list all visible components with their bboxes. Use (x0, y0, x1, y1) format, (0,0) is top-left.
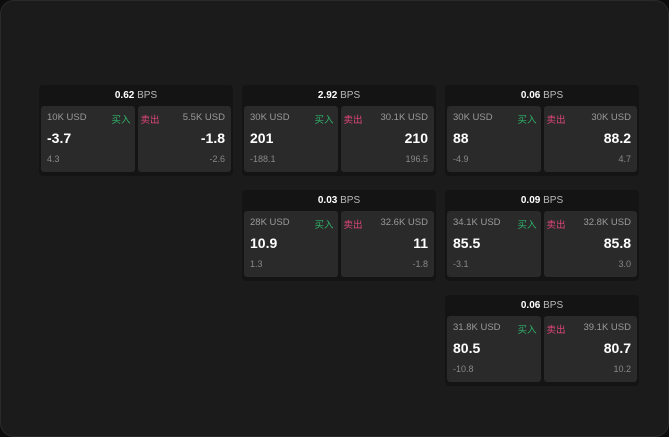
spread-value: 0.03 (317, 195, 338, 206)
buy-size: 30K USD (250, 112, 290, 123)
sell-price: 80.7 (603, 340, 631, 356)
spread-value: 0.06 (520, 300, 541, 311)
sell-label: 卖出 (546, 115, 566, 126)
spread-unit: BPS (137, 90, 158, 101)
spread-header: 0.03 BPS (242, 190, 436, 211)
sell-label: 卖出 (343, 220, 363, 231)
buy-price: 201 (250, 130, 274, 146)
buy-label: 买入 (517, 115, 537, 126)
sell-change: 10.2 (613, 364, 631, 374)
buy-quote[interactable]: 34.1K USD 买入 85.5 -3.1 (447, 211, 541, 277)
quote-card: 0.03 BPS 28K USD 买入 10.9 1.3 卖出 32.6K USD 11 -… (242, 190, 436, 281)
buy-quote[interactable]: 30K USD 买入 88 -4.9 (447, 106, 541, 172)
buy-change: -10.8 (453, 364, 474, 374)
quote-card: 0.62 BPS 10K USD 买入 -3.7 4.3 卖出 5.5K USD -1.8… (39, 85, 233, 176)
sell-quote[interactable]: 卖出 32.8K USD 85.8 3.0 (543, 211, 637, 277)
sell-size: 30K USD (591, 112, 631, 123)
sell-label: 卖出 (140, 115, 160, 126)
sell-size: 32.8K USD (583, 217, 631, 228)
buy-size: 10K USD (47, 112, 87, 123)
spread-unit: BPS (543, 90, 564, 101)
sell-price: 88.2 (603, 130, 631, 146)
sell-quote[interactable]: 卖出 30.1K USD 210 196.5 (340, 106, 434, 172)
sell-change: 4.7 (618, 154, 631, 164)
spread-unit: BPS (543, 195, 564, 206)
buy-change: 1.3 (250, 259, 263, 269)
buy-label: 买入 (314, 220, 334, 231)
sell-price: 85.8 (603, 235, 631, 251)
buy-size: 34.1K USD (453, 217, 501, 228)
spread-unit: BPS (543, 300, 564, 311)
quote-card: 0.06 BPS 31.8K USD 买入 80.5 -10.8 卖出 39.1K US… (445, 295, 639, 386)
buy-price: -3.7 (47, 130, 72, 146)
buy-price: 10.9 (250, 235, 278, 251)
spread-value: 0.09 (520, 195, 541, 206)
buy-label: 买入 (111, 115, 131, 126)
sell-quote[interactable]: 卖出 32.6K USD 11 -1.8 (340, 211, 434, 277)
buy-quote[interactable]: 31.8K USD 买入 80.5 -10.8 (447, 316, 541, 382)
buy-size: 30K USD (453, 112, 493, 123)
spread-value: 0.06 (520, 90, 541, 101)
sell-label: 卖出 (546, 220, 566, 231)
sell-price: 11 (413, 235, 428, 251)
buy-change: -3.1 (453, 259, 469, 269)
buy-price: 85.5 (453, 235, 481, 251)
buy-price: 80.5 (453, 340, 481, 356)
quote-card: 0.09 BPS 34.1K USD 买入 85.5 -3.1 卖出 32.8K USD… (445, 190, 639, 281)
sell-quote[interactable]: 卖出 5.5K USD -1.8 -2.6 (137, 106, 231, 172)
buy-label: 买入 (517, 325, 537, 336)
sell-price: -1.8 (200, 130, 225, 146)
spread-header: 2.92 BPS (242, 85, 436, 106)
sell-quote[interactable]: 卖出 39.1K USD 80.7 10.2 (543, 316, 637, 382)
buy-quote[interactable]: 28K USD 买入 10.9 1.3 (244, 211, 338, 277)
sell-change: -2.6 (209, 154, 225, 164)
sell-change: -1.8 (412, 259, 428, 269)
buy-change: -4.9 (453, 154, 469, 164)
buy-quote[interactable]: 10K USD 买入 -3.7 4.3 (41, 106, 135, 172)
buy-size: 28K USD (250, 217, 290, 228)
sell-change: 196.5 (405, 154, 428, 164)
spread-header: 0.09 BPS (445, 190, 639, 211)
buy-change: -188.1 (250, 154, 276, 164)
buy-change: 4.3 (47, 154, 60, 164)
sell-size: 30.1K USD (380, 112, 428, 123)
sell-size: 32.6K USD (380, 217, 428, 228)
buy-size: 31.8K USD (453, 322, 501, 333)
sell-quote[interactable]: 卖出 30K USD 88.2 4.7 (543, 106, 637, 172)
sell-change: 3.0 (618, 259, 631, 269)
spread-unit: BPS (340, 195, 361, 206)
sell-label: 卖出 (343, 115, 363, 126)
sell-price: 210 (404, 130, 428, 146)
buy-quote[interactable]: 30K USD 买入 201 -188.1 (244, 106, 338, 172)
sell-size: 39.1K USD (583, 322, 631, 333)
spread-header: 0.06 BPS (445, 85, 639, 106)
buy-label: 买入 (314, 115, 334, 126)
spread-header: 0.06 BPS (445, 295, 639, 316)
spread-unit: BPS (340, 90, 361, 101)
spread-value: 2.92 (317, 90, 338, 101)
sell-size: 5.5K USD (182, 112, 225, 123)
quote-card: 0.06 BPS 30K USD 买入 88 -4.9 卖出 30K USD 88.2 4.… (445, 85, 639, 176)
spread-header: 0.62 BPS (39, 85, 233, 106)
spread-value: 0.62 (114, 90, 135, 101)
quote-card: 2.92 BPS 30K USD 买入 201 -188.1 卖出 30.1K USD 2… (242, 85, 436, 176)
buy-price: 88 (453, 130, 469, 146)
buy-label: 买入 (517, 220, 537, 231)
sell-label: 卖出 (546, 325, 566, 336)
